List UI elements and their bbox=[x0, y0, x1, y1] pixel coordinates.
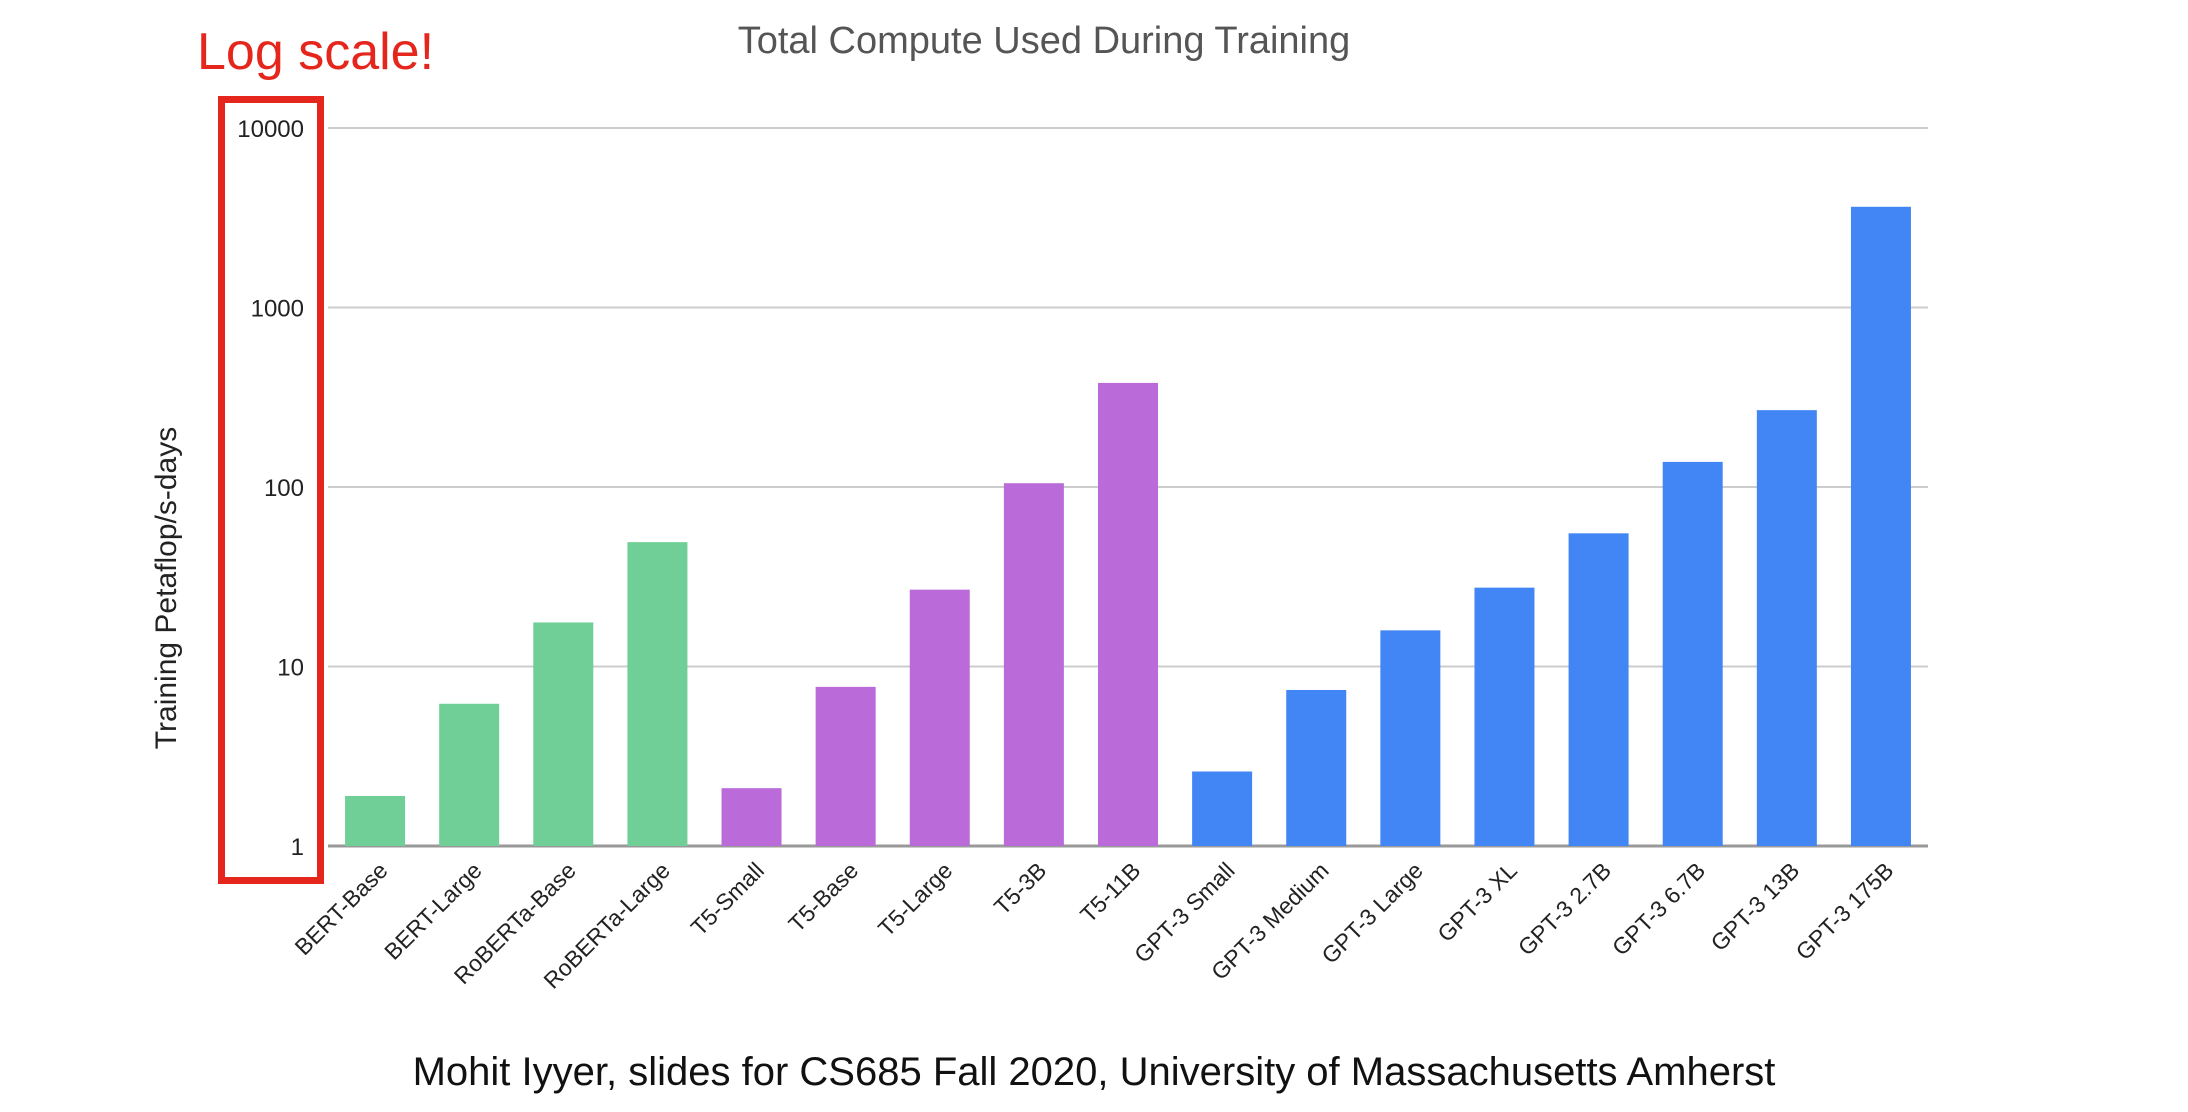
bar bbox=[345, 795, 406, 846]
x-tick-label: T5-Small bbox=[686, 857, 769, 940]
bar bbox=[439, 703, 500, 846]
bar bbox=[1474, 587, 1535, 846]
y-tick-label: 1 bbox=[291, 834, 304, 861]
log-scale-annotation: Log scale! bbox=[197, 23, 435, 81]
bar bbox=[1286, 689, 1347, 846]
x-tick-label: GPT-3 6.7B bbox=[1607, 857, 1710, 960]
bar bbox=[1098, 382, 1158, 846]
x-tick-label: BERT-Base bbox=[290, 857, 393, 960]
y-axis-label: Training Petaflop/s-days bbox=[150, 427, 183, 749]
x-tick-label: T5-Base bbox=[783, 857, 863, 937]
x-tick-label: GPT-3 2.7B bbox=[1513, 857, 1616, 960]
chart-title: Total Compute Used During Training bbox=[738, 20, 1351, 62]
x-tick-label: GPT-3 XL bbox=[1432, 857, 1522, 947]
x-tick-label: GPT-3 Large bbox=[1316, 857, 1428, 969]
footer-credit: Mohit Iyyer, slides for CS685 Fall 2020,… bbox=[412, 1050, 1776, 1094]
y-tick-label: 1000 bbox=[251, 296, 304, 323]
bar bbox=[533, 622, 594, 846]
x-tick-labels: BERT-BaseBERT-LargeRoBERTa-BaseRoBERTa-L… bbox=[290, 857, 1899, 994]
y-tick-labels: 1 10 100 1000 10000 bbox=[237, 116, 304, 861]
bar bbox=[1003, 483, 1064, 846]
bar bbox=[815, 686, 876, 846]
x-tick-label: T5-3B bbox=[989, 857, 1052, 920]
bar bbox=[1568, 533, 1629, 846]
bar bbox=[909, 589, 970, 846]
bar bbox=[1756, 410, 1817, 846]
bars bbox=[345, 206, 1911, 847]
axis-highlight-box bbox=[218, 96, 324, 884]
y-tick-label: 10 bbox=[277, 655, 304, 682]
bar bbox=[1380, 630, 1441, 846]
bar bbox=[1850, 206, 1911, 847]
x-tick-label: T5-11B bbox=[1075, 857, 1146, 928]
x-tick-label: T5-Large bbox=[873, 857, 957, 941]
x-tick-label: GPT-3 13B bbox=[1706, 857, 1805, 956]
bar bbox=[627, 542, 688, 846]
bar bbox=[1192, 771, 1253, 846]
y-tick-label: 100 bbox=[264, 475, 304, 502]
y-tick-label: 10000 bbox=[237, 116, 304, 143]
bar bbox=[721, 788, 782, 846]
x-tick-label: GPT-3 175B bbox=[1791, 857, 1899, 965]
bar bbox=[1662, 461, 1723, 846]
